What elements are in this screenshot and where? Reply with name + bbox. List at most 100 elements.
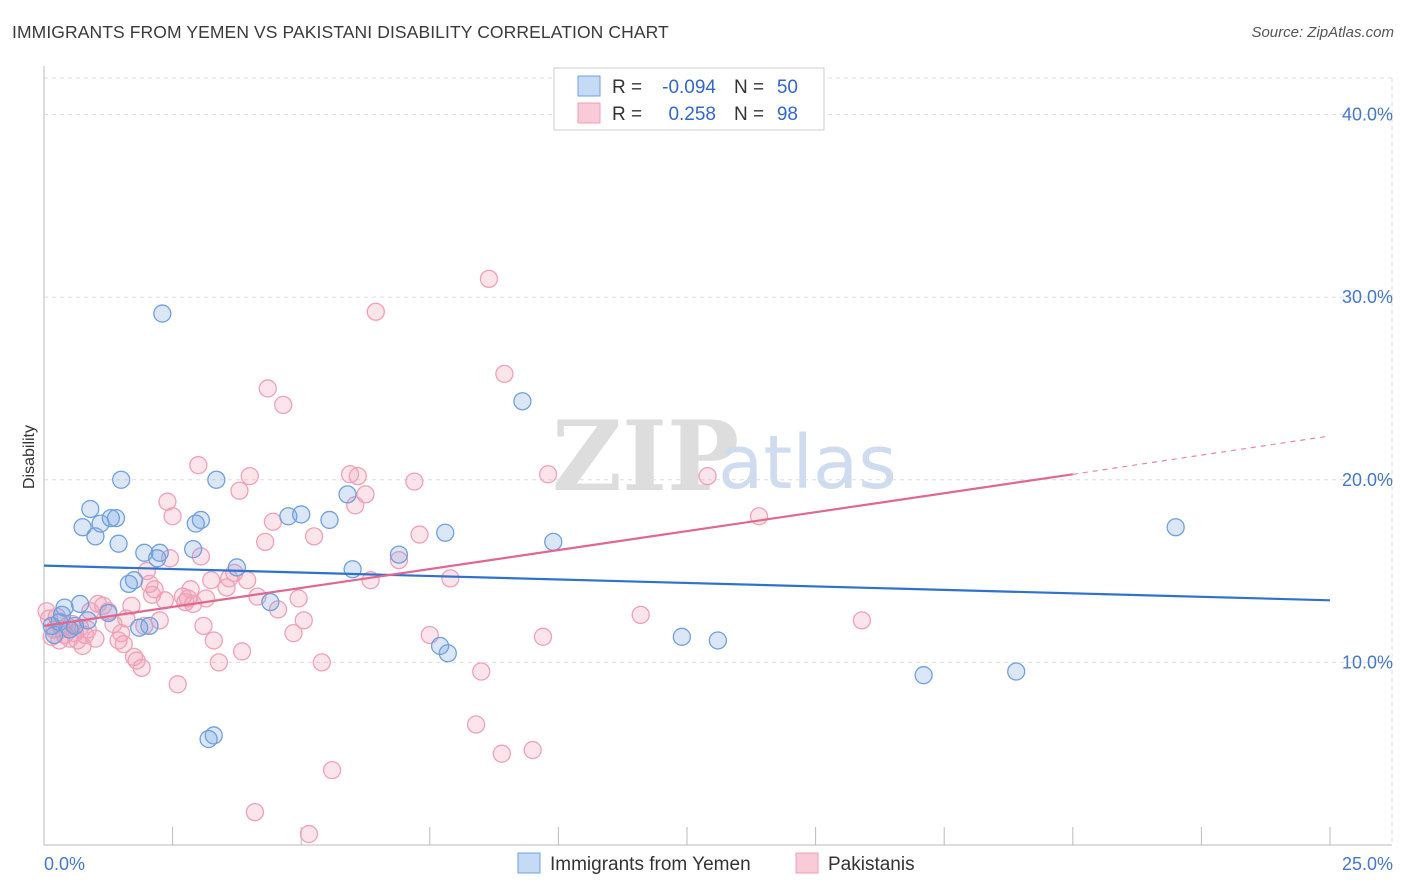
pakistanis-point [230,481,249,500]
pakistanis-point [472,662,491,681]
pakistanis-point [479,269,499,289]
yemen-point [438,644,457,663]
pakistanis-point [348,466,367,486]
yemen-point [124,571,144,590]
yemen-point [914,666,933,685]
pakistanis-point [274,395,293,415]
pakistanis-point [132,658,151,678]
pakistanis-point [312,653,331,672]
pakistanis-point [202,571,221,590]
pakistanis-point [204,631,223,650]
pakistanis-point [256,532,275,552]
yemen-point [292,505,311,524]
yemen-point [227,558,247,577]
yemen-point [101,508,121,528]
series-legend-label-yemen: Immigrants from Yemen [550,854,751,875]
pakistanis-point [258,379,277,398]
yemen-points [42,304,1185,749]
yemen-point [430,636,450,656]
pakistanis-point [196,589,216,608]
yemen-point [73,518,92,537]
chart-title: IMMIGRANTS FROM YEMEN VS PAKISTANI DISAB… [12,22,669,42]
legend-n-value-yemen: 50 [777,77,798,98]
yemen-point [204,726,223,745]
y-tick-labels: 10.0% 20.0% 30.0% 40.0% [1342,105,1393,673]
pakistanis-point [122,596,141,615]
pakistanis-point [356,485,375,504]
pakistanis-point [410,525,429,544]
y-axis-title: Disability [21,425,38,489]
pakistanis-point [389,550,409,570]
pakistanis-point [163,507,182,526]
pakistanis-point [168,675,187,694]
y-tick-label: 20.0% [1342,470,1393,490]
legend-r-label-yemen: R = [612,77,642,98]
yemen-point [338,485,357,504]
pakistanis-point [294,611,313,630]
yemen-point [99,603,118,623]
pakistanis-point [492,744,511,763]
trend-lines [43,435,1331,627]
pakistanis-point [209,653,229,672]
yemen-point [81,499,100,519]
yemen-point [70,594,90,614]
pakistanis-point [533,627,553,646]
pakistanis-point [299,824,319,844]
yemen-point [153,304,172,323]
x-tick-label: 0.0% [44,854,85,874]
yemen-point [343,560,362,579]
pakistanis-point [191,547,211,566]
watermark-atlas: atlas [718,420,897,506]
pakistanis-point [160,549,180,568]
legend-n-value-pakistanis: 98 [777,104,798,125]
yemen-point [389,545,409,564]
watermark-zip: ZIP [552,400,739,513]
pakistanis-point [366,302,385,321]
legend-r-label-pakistanis: R = [612,104,642,125]
pakistanis-point [304,527,324,546]
pakistanis-point [284,624,303,643]
pakistanis-point [466,715,486,734]
yemen-point [150,543,169,562]
x-tick-label: 25.0% [1342,854,1393,874]
series-legend-swatch-pakistanis [795,852,819,874]
yemen-point [42,616,61,636]
yemen-point [544,532,563,552]
source-label: Source: ZipAtlas.com [1251,24,1394,41]
yemen-point [1007,662,1026,681]
yemen-point [109,534,128,553]
pakistanis-point [361,571,380,590]
y-tick-label: 30.0% [1342,287,1393,307]
pakistanis-point [698,466,717,486]
yemen-point [140,616,159,636]
legend-n-label-pakistanis: N = [734,104,764,125]
pakistanis-trend-line [43,473,1073,627]
yemen-point [672,627,692,646]
yemen-point [320,510,339,530]
pakistanis-point [495,364,514,383]
pakistanis-point [232,642,252,661]
pakistanis-point [322,760,342,780]
legend-swatch-pakistanis [577,102,601,124]
pakistanis-point [289,589,308,608]
yemen-point [708,631,728,650]
pakistanis-point [245,802,265,822]
yemen-point [55,598,74,617]
yemen-point [436,523,455,542]
stats-legend: R = -0.094 N = 50 R = 0.258 N = 98 [553,67,825,131]
x-tick-labels: 0.0% 25.0% [44,854,1393,874]
yemen-point [513,392,532,411]
yemen-point [207,470,226,489]
pakistanis-trend-extension [1072,435,1331,475]
pakistanis-point [140,574,159,594]
pakistanis-point [240,466,259,486]
y-tick-label: 10.0% [1342,652,1393,672]
yemen-point [184,540,203,559]
pakistanis-point [189,456,208,475]
legend-r-value-pakistanis: 0.258 [668,104,716,125]
pakistanis-point [268,600,288,619]
pakistanis-point [263,512,283,531]
pakistanis-points [37,269,872,844]
pakistanis-point [441,569,460,588]
